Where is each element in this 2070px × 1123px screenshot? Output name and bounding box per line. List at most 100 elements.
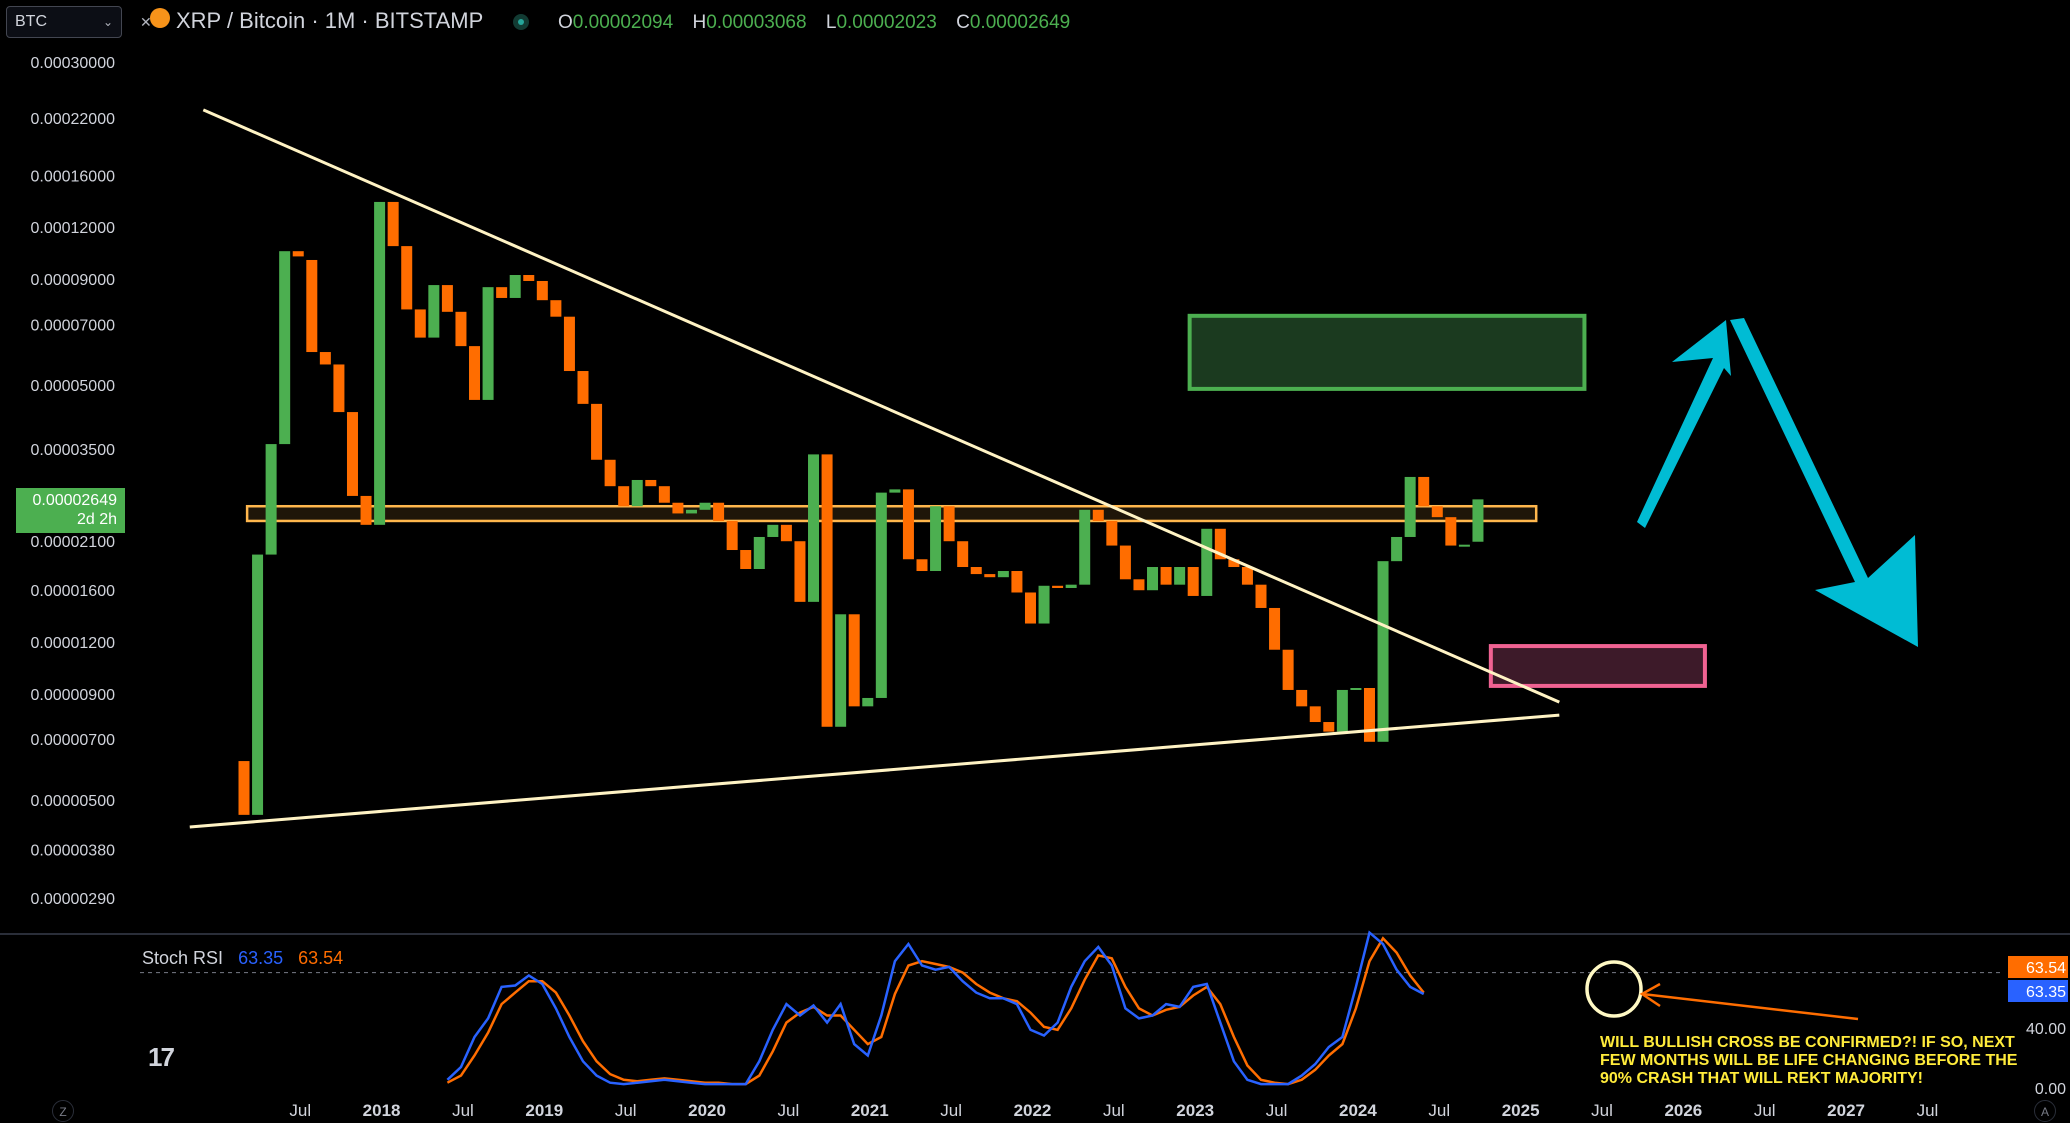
stoch-rsi-legend[interactable]: Stoch RSI 63.35 63.54 (142, 948, 343, 969)
candle (1119, 545, 1131, 580)
price-axis-label: 0.00001600 (30, 583, 115, 600)
ohlc-close-value: 0.00002649 (969, 12, 1071, 33)
stoch-d-axis-tag (2008, 956, 2068, 978)
candle (1418, 476, 1430, 507)
candle (1201, 528, 1213, 596)
time-axis-label: Jul (289, 1101, 311, 1120)
symbol-search-box[interactable]: BTC ⌄ (6, 6, 122, 38)
time-axis-label: 2018 (363, 1101, 401, 1120)
candle (265, 444, 277, 555)
price-axis: 0.00030000 0.00022000 0.00016000 0.00012000… (30, 55, 115, 908)
candle (984, 574, 996, 578)
bitcoin-logo-icon (150, 8, 170, 28)
price-axis-label: 0.00002100 (30, 534, 115, 551)
time-axis-label: Jul (1591, 1101, 1613, 1120)
arrows (1637, 318, 1918, 647)
bar-countdown: 2d 2h (76, 511, 117, 528)
candle (414, 309, 426, 338)
candle (1336, 689, 1348, 732)
candle (1404, 476, 1416, 537)
close-icon[interactable]: ✕ (140, 14, 152, 30)
time-axis-label: Jul (940, 1101, 962, 1120)
time-axis-label: Jul (1917, 1101, 1939, 1120)
candle (1472, 499, 1484, 542)
candle (875, 492, 887, 698)
time-axis-label: 2027 (1827, 1101, 1865, 1120)
chart-annotation: WILL BULLISH CROSS BE CONFIRMED?! IF SO,… (1600, 1034, 2018, 1087)
candle (1458, 544, 1470, 547)
price-axis-label: 0.00030000 (30, 55, 115, 72)
candle (902, 489, 914, 560)
stoch-axis-label: 40.00 (2026, 1021, 2066, 1038)
candle (957, 541, 969, 568)
candle (536, 280, 548, 301)
candle (1024, 592, 1036, 624)
candle (333, 364, 345, 413)
candle (699, 502, 711, 510)
candle (455, 311, 467, 347)
candle (1377, 561, 1389, 742)
zones (245, 313, 1707, 688)
price-axis-label: 0.00007000 (30, 317, 115, 334)
candle (1296, 689, 1308, 707)
stoch-axis-label: 0.00 (2035, 1081, 2066, 1098)
candle (1214, 528, 1226, 560)
zoom-button[interactable]: Z (52, 1100, 74, 1122)
time-axis-label: 2026 (1664, 1101, 1702, 1120)
candle (496, 287, 508, 298)
current-price-value: 0.00002649 (32, 492, 117, 509)
candle (428, 285, 440, 338)
price-axis-label: 0.00022000 (30, 111, 115, 128)
candle (1282, 649, 1294, 690)
candle (645, 479, 657, 487)
resistance-band (245, 504, 1538, 523)
candle (726, 520, 738, 551)
candle (1323, 722, 1335, 732)
candle (631, 479, 643, 507)
candle (591, 403, 603, 460)
candle (360, 495, 372, 525)
price-axis-label: 0.00003500 (30, 442, 115, 459)
stoch-d-value: 63.54 (298, 948, 344, 968)
candle (740, 550, 752, 570)
time-axis-label: Jul (778, 1101, 800, 1120)
candle (346, 412, 358, 496)
candle (482, 287, 494, 400)
annotation-arrowhead (1639, 982, 1661, 1008)
candle (1391, 536, 1403, 562)
candle (1350, 688, 1362, 691)
candle (252, 554, 264, 815)
candle (577, 371, 589, 404)
stoch-d-line (446, 936, 1425, 1086)
candle (862, 697, 874, 707)
candle (835, 614, 847, 727)
tradingview-logo: 17 (148, 1042, 175, 1072)
price-axis-label: 0.00000380 (30, 842, 115, 859)
price-axis-label: 0.00005000 (30, 378, 115, 395)
current-price-tag: 0.00002649 2d 2h (16, 488, 125, 533)
time-axis-label: 2022 (1014, 1101, 1052, 1120)
cross-highlight-circle (1585, 960, 1643, 1018)
candle (1160, 567, 1172, 585)
time-axis-label: Jul (1754, 1101, 1776, 1120)
ohlc-open-key: O (558, 12, 573, 33)
time-axis-label: Jul (1428, 1101, 1450, 1120)
chevron-down-icon[interactable]: ⌄ (102, 15, 113, 29)
candle (469, 346, 481, 400)
candle (1052, 585, 1064, 588)
auto-scale-button[interactable]: A (2034, 1100, 2056, 1122)
price-axis-label: 0.00000900 (30, 687, 115, 704)
stoch-d-axis-value: 63.54 (2026, 960, 2066, 977)
stoch-k-axis-value: 63.35 (2026, 984, 2066, 1001)
market-status-icon (513, 14, 529, 30)
ascending-trendline (189, 713, 1560, 829)
candle (441, 285, 453, 312)
candle (930, 506, 942, 572)
time-axis-label: Jul (615, 1101, 637, 1120)
stoch-rsi-pane: 63.54 63.35 40.00 0.00 (0, 930, 2070, 1098)
candle (767, 524, 779, 537)
candle (1309, 706, 1321, 723)
candle (1269, 607, 1281, 650)
candle (1092, 509, 1104, 521)
